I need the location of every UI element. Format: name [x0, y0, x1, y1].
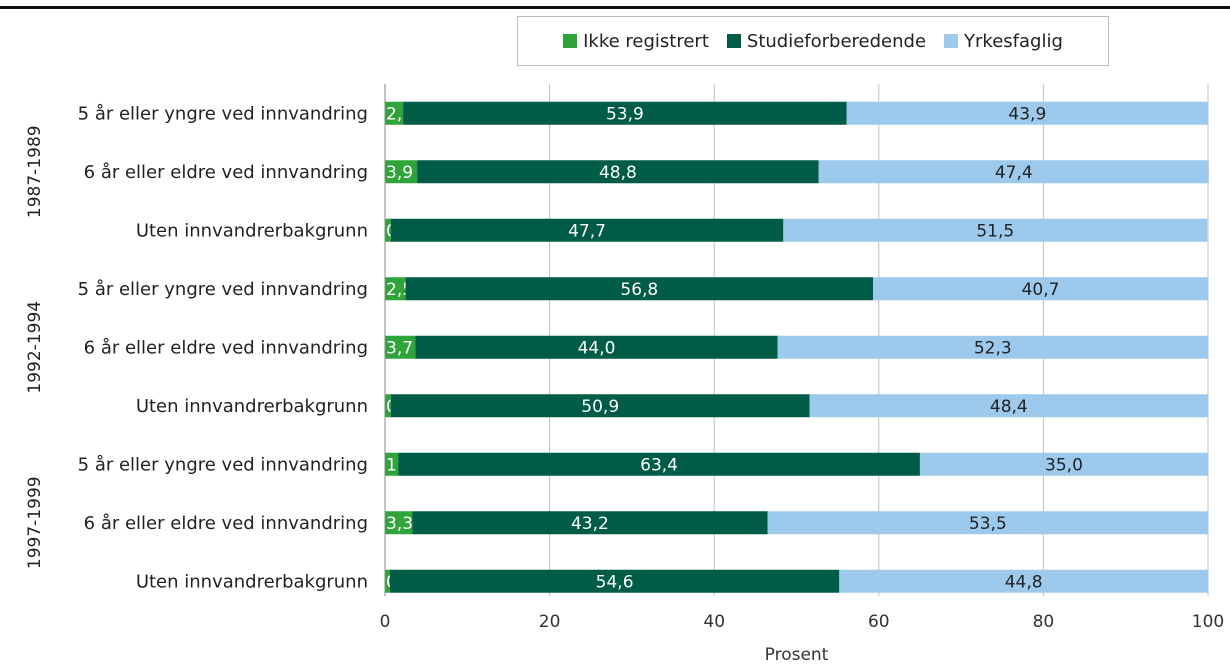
legend-swatch-yrkesfaglig — [944, 34, 959, 48]
legend-swatch-studieforberedende — [726, 34, 741, 48]
x-tick-label-40: 40 — [703, 612, 725, 632]
legend-item-studieforberedende: Studieforberedende — [726, 30, 927, 52]
data-label-yrkesfaglig-6: 48,4 — [990, 397, 1028, 417]
category-label-2-6-r-eller-eldre-ved-innvandring: 6 år eller eldre ved innvandring — [84, 337, 368, 358]
category-label-3-6-r-eller-eldre-ved-innvandring: 6 år eller eldre ved innvandring — [84, 513, 368, 534]
bar-ikke-registrert-2 — [385, 160, 418, 184]
category-label-3-5-r-eller-yngre-ved-innvandring: 5 år eller yngre ved innvandring — [78, 454, 368, 475]
category-label-2-uten-innvandrerbakgrunn: Uten innvandrerbakgrunn — [136, 396, 368, 417]
bar-studieforberedende-4 — [405, 277, 874, 301]
x-tick-label-0: 0 — [380, 612, 391, 632]
x-tick-label-60: 60 — [868, 612, 890, 632]
legend-label-studieforberedende: Studieforberedende — [746, 30, 927, 52]
x-tick-label-100: 100 — [1192, 612, 1224, 632]
data-label-studieforberedende-5: 44,0 — [578, 338, 616, 358]
bar-yrkesfaglig-1 — [846, 101, 1208, 125]
bar-studieforberedende-3 — [390, 218, 784, 242]
data-label-studieforberedende-3: 47,7 — [568, 221, 606, 241]
bar-ikke-registrert-4 — [385, 277, 406, 301]
data-label-studieforberedende-1: 53,9 — [606, 104, 644, 124]
bar-yrkesfaglig-3 — [783, 218, 1208, 242]
data-label-yrkesfaglig-8: 53,5 — [969, 514, 1007, 534]
legend-label-ikke-registrert: Ikke registrert — [583, 30, 709, 52]
group-label-1987-1989: 1987-1989 — [25, 125, 45, 218]
bar-yrkesfaglig-8 — [767, 511, 1208, 535]
legend-item-ikke-registrert: Ikke registrert — [563, 31, 709, 52]
data-label-yrkesfaglig-5: 52,3 — [974, 338, 1012, 358]
data-label-yrkesfaglig-4: 40,7 — [1022, 280, 1060, 300]
bar-ikke-registrert-9 — [385, 569, 390, 593]
data-label-studieforberedende-9: 54,6 — [596, 572, 634, 592]
bar-studieforberedende-8 — [412, 511, 768, 535]
data-label-ikke-registrert-5: 3,7 — [386, 338, 413, 358]
bar-ikke-registrert-1 — [385, 101, 404, 125]
bar-studieforberedende-5 — [415, 335, 778, 359]
data-label-studieforberedende-2: 48,8 — [599, 163, 637, 183]
category-label-3-uten-innvandrerbakgrunn: Uten innvandrerbakgrunn — [136, 571, 368, 592]
data-label-yrkesfaglig-3: 51,5 — [976, 221, 1014, 241]
legend-swatch-ikke-registrert — [563, 34, 578, 48]
bar-studieforberedende-6 — [390, 394, 810, 418]
data-label-yrkesfaglig-1: 43,9 — [1008, 104, 1046, 124]
x-axis-title: Prosent — [765, 645, 829, 665]
x-tick-label-80: 80 — [1033, 612, 1055, 632]
top-rule — [0, 6, 1230, 9]
bar-yrkesfaglig-9 — [839, 569, 1208, 593]
data-label-ikke-registrert-2: 3,9 — [386, 163, 413, 183]
category-label-1-5-r-eller-yngre-ved-innvandring: 5 år eller yngre ved innvandring — [78, 103, 368, 124]
data-label-yrkesfaglig-7: 35,0 — [1045, 455, 1083, 475]
data-label-studieforberedende-6: 50,9 — [581, 397, 619, 417]
data-label-studieforberedende-7: 63,4 — [640, 455, 678, 475]
bar-studieforberedende-2 — [417, 160, 819, 184]
bar-studieforberedende-7 — [398, 452, 920, 476]
bar-yrkesfaglig-2 — [818, 160, 1209, 184]
data-label-yrkesfaglig-2: 47,4 — [995, 163, 1033, 183]
x-tick-label-20: 20 — [539, 612, 561, 632]
bar-ikke-registrert-7 — [385, 452, 399, 476]
category-label-1-6-r-eller-eldre-ved-innvandring: 6 år eller eldre ved innvandring — [84, 162, 368, 183]
group-label-1997-1999: 1997-1999 — [25, 476, 45, 569]
bar-yrkesfaglig-7 — [919, 452, 1208, 476]
bar-ikke-registrert-8 — [385, 511, 413, 535]
category-label-2-5-r-eller-yngre-ved-innvandring: 5 år eller yngre ved innvandring — [78, 279, 368, 300]
data-label-yrkesfaglig-9: 44,8 — [1005, 572, 1043, 592]
chart-legend: Ikke registrert Studieforberedende Yrkes… — [517, 16, 1109, 66]
group-label-1992-1994: 1992-1994 — [25, 301, 45, 394]
bar-yrkesfaglig-5 — [777, 335, 1208, 359]
bar-studieforberedende-1 — [403, 101, 847, 125]
data-label-studieforberedende-8: 43,2 — [571, 514, 609, 534]
legend-item-yrkesfaglig: Yrkesfaglig — [944, 31, 1063, 52]
data-label-studieforberedende-4: 56,8 — [620, 280, 658, 300]
bar-ikke-registrert-6 — [385, 394, 391, 418]
bar-ikke-registrert-5 — [385, 335, 416, 359]
bar-ikke-registrert-3 — [385, 218, 391, 242]
bar-yrkesfaglig-4 — [873, 277, 1208, 301]
bar-yrkesfaglig-6 — [809, 394, 1208, 418]
legend-label-yrkesfaglig: Yrkesfaglig — [964, 30, 1063, 52]
bar-studieforberedende-9 — [389, 569, 840, 593]
data-label-ikke-registrert-8: 3,3 — [386, 514, 413, 534]
category-label-1-uten-innvandrerbakgrunn: Uten innvandrerbakgrunn — [136, 220, 368, 241]
